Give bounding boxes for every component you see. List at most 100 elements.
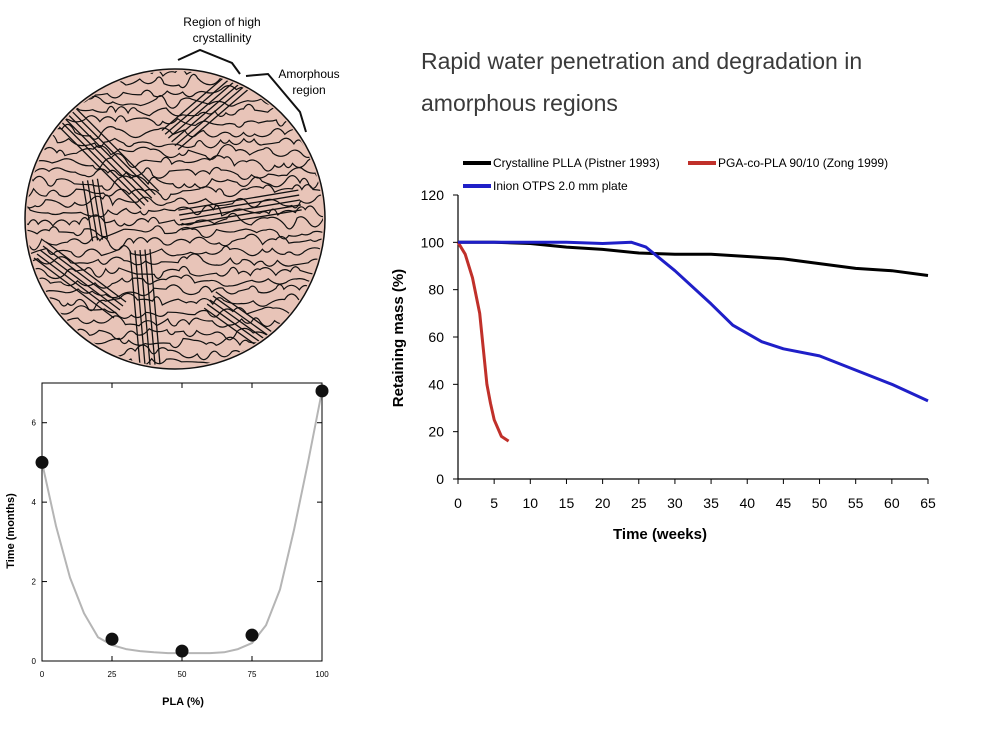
crystalline-lamella <box>171 81 243 143</box>
time-data-point <box>35 455 49 469</box>
crystalline-lamella <box>161 71 233 132</box>
crystalline-lamella <box>36 253 118 315</box>
time-x-tick-label: 0 <box>40 670 45 679</box>
amorphous-chain <box>27 134 323 149</box>
crystalline-lamella <box>33 257 115 319</box>
crystalline-lamella <box>81 181 94 242</box>
polymer-disc <box>24 68 326 370</box>
crystalline-lamella <box>139 249 151 366</box>
time-x-tick-label: 50 <box>178 670 187 679</box>
crystalline-lamella <box>177 88 249 150</box>
amorphous-chain <box>27 164 323 180</box>
mass-x-axis-label: Time (weeks) <box>613 526 707 543</box>
mass-x-tick-label: 65 <box>920 495 936 511</box>
amorphous-chain <box>27 292 323 312</box>
time-y-axis-label: Time (months) <box>5 493 17 569</box>
mass-x-tick-label: 40 <box>739 495 755 511</box>
crystalline-lamella <box>179 194 300 216</box>
headline-line-1: Rapid water penetration and degradation … <box>421 48 863 74</box>
crystalline-lamella <box>181 209 302 231</box>
time-plot-frame <box>41 382 323 662</box>
crystalline-lamella <box>164 73 236 135</box>
amorphous-chain <box>27 253 323 267</box>
crystalline-lamella <box>174 85 246 147</box>
time-data-point <box>315 384 329 398</box>
crystalline-lamella <box>144 249 156 365</box>
amorphous-chain <box>27 184 323 201</box>
crystalline-lamella <box>61 107 153 199</box>
crystalline-lamella <box>39 249 121 311</box>
crystalline-lamella <box>179 199 301 221</box>
headline-line-2: amorphous regions <box>421 90 618 116</box>
mass-x-tick-label: 50 <box>812 495 828 511</box>
crystalline-label-line-1: Region of high <box>183 15 260 29</box>
time-data-point <box>105 632 119 646</box>
amorphous-chain <box>27 225 323 240</box>
crystalline-lamella <box>129 250 141 366</box>
amorphous-chain <box>27 123 323 140</box>
mass-x-tick-label: 25 <box>631 495 647 511</box>
time-axes: 0 2 4 6 0 25 50 75 100 <box>32 382 329 679</box>
mass-x-tick-label: 15 <box>559 495 575 511</box>
headline: Rapid water penetration and degradation … <box>421 40 961 124</box>
amorphous-chain <box>27 153 323 172</box>
amorphous-chain <box>27 305 323 319</box>
mass-y-tick-label: 40 <box>428 376 444 392</box>
amorphous-label-line-1: Amorphous <box>278 67 339 81</box>
crystalline-lamella <box>54 114 146 206</box>
time-fit-curve <box>41 390 323 655</box>
mass-legend-label-0: Crystalline PLLA (Pistner 1993) <box>493 156 660 170</box>
amorphous-chain <box>27 212 323 230</box>
mass-x-tick-label: 5 <box>490 495 498 511</box>
crystalline-label-line-2: crystallinity <box>193 31 252 45</box>
mass-x-tick-label: 55 <box>848 495 864 511</box>
mass-y-tick-label: 20 <box>428 424 444 440</box>
mass-y-tick-label: 0 <box>436 471 444 487</box>
crystalline-lamella <box>91 179 104 240</box>
crystalline-lamella <box>50 118 142 210</box>
amorphous-chain <box>27 194 323 209</box>
mass-x-tick-label: 60 <box>884 495 900 511</box>
mass-y-tick-label: 60 <box>428 329 444 345</box>
crystalline-lamella <box>86 180 99 241</box>
time-x-axis-label: PLA (%) <box>162 696 204 708</box>
mass-series-line-0 <box>458 240 929 277</box>
mass-x-tick-label: 30 <box>667 495 683 511</box>
time-y-tick-label: 4 <box>32 498 37 507</box>
mass-series <box>456 240 929 443</box>
amorphous-chain <box>27 143 323 160</box>
time-y-tick-label: 6 <box>32 419 37 428</box>
mass-y-tick-label: 120 <box>421 187 445 203</box>
mass-y-tick-label: 100 <box>421 234 445 250</box>
mass-legend-label-2: Inion OTPS 2.0 mm plate <box>493 179 628 193</box>
mass-y-tick-label: 80 <box>428 282 444 298</box>
amorphous-chain <box>27 245 323 258</box>
time-y-tick-label: 0 <box>32 657 37 666</box>
amorphous-chain <box>27 233 323 251</box>
amorphous-chain <box>27 274 323 289</box>
mass-x-tick-label: 35 <box>703 495 719 511</box>
crystallinity-diagram: Region of high crystallinity Amorphous r… <box>24 15 340 370</box>
crystalline-lamella <box>134 250 146 366</box>
time-data-point <box>245 628 259 642</box>
time-marks <box>35 384 329 658</box>
mass-legend-label-1: PGA-co-PLA 90/10 (Zong 1999) <box>718 156 888 170</box>
mass-legend: Crystalline PLLA (Pistner 1993) PGA-co-PL… <box>463 156 888 193</box>
amorphous-chain <box>27 283 323 299</box>
crystalline-lamella <box>149 249 161 365</box>
crystalline-lamella <box>42 245 124 307</box>
crystalline-lamella <box>68 100 160 192</box>
time-y-tick-label: 2 <box>32 578 37 587</box>
crystalline-lamella <box>96 178 109 239</box>
crystalline-bracket <box>177 48 241 75</box>
amorphous-chain <box>27 174 323 191</box>
crystalline-lamella <box>64 104 156 196</box>
time-x-tick-label: 25 <box>108 670 117 679</box>
crystalline-lamella <box>178 189 299 211</box>
mass-y-axis-label: Retaining mass (%) <box>390 269 407 407</box>
amorphous-chain <box>27 204 323 219</box>
mass-x-tick-label: 45 <box>776 495 792 511</box>
mass-x-tick-label: 0 <box>454 495 462 511</box>
